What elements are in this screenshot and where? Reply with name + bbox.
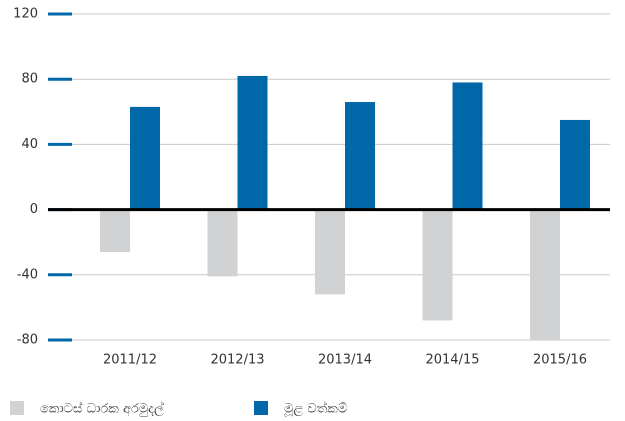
y-tick-label: 0: [30, 202, 38, 217]
bar: [560, 119, 590, 210]
y-tick-label: -80: [17, 333, 38, 348]
x-tick-label: 2011/12: [103, 353, 157, 368]
x-tick-label: 2013/14: [318, 353, 372, 368]
y-tick-label: 40: [21, 137, 38, 152]
legend-swatch: [254, 401, 268, 415]
legend-label: මූළ වත්කම්: [283, 400, 347, 416]
bar: [530, 209, 560, 340]
bar: [345, 102, 375, 210]
bar: [452, 82, 483, 210]
bar: [422, 209, 453, 321]
bar: [207, 209, 238, 277]
y-tick-label: -40: [17, 267, 38, 282]
bar: [130, 106, 160, 210]
x-tick-label: 2015/16: [533, 353, 587, 368]
bar: [237, 75, 268, 210]
bar: [315, 209, 345, 295]
y-tick-label: 120: [13, 7, 38, 22]
x-tick-label: 2012/13: [210, 353, 264, 368]
legend-label: කොටස් ධාරක අරමුදල්: [40, 400, 164, 416]
legend-swatch: [10, 401, 24, 415]
x-tick-label: 2014/15: [425, 353, 479, 368]
bar: [100, 209, 130, 252]
y-tick-label: 80: [21, 72, 38, 87]
